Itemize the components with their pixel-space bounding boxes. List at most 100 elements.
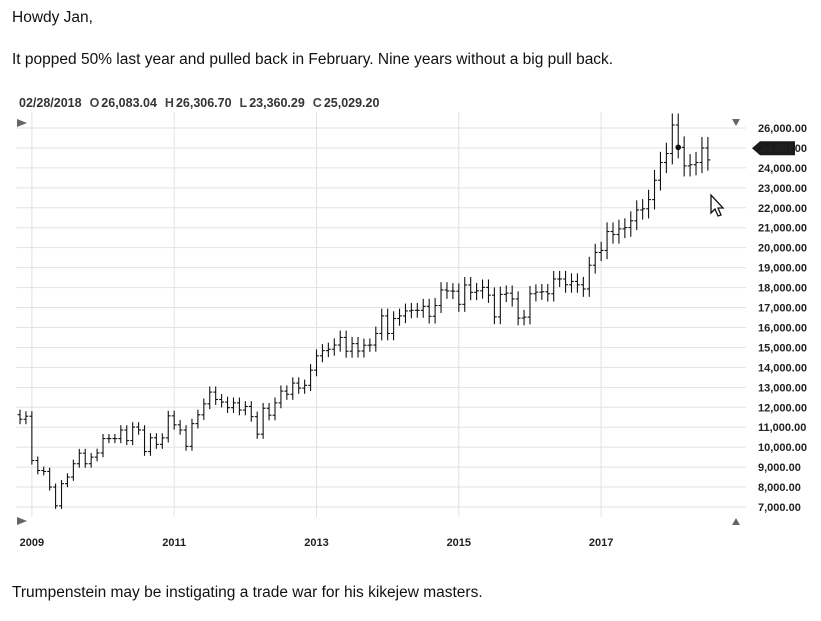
ohlc-bar bbox=[486, 279, 491, 303]
ohlc-bar bbox=[242, 401, 248, 416]
ohlc-bar bbox=[658, 151, 663, 191]
ohlc-bar bbox=[171, 410, 177, 430]
ohlc-bar bbox=[35, 456, 41, 475]
ohlc-bar bbox=[142, 425, 147, 456]
x-tick-label: 2017 bbox=[589, 537, 613, 549]
ohlc-bar bbox=[610, 222, 616, 244]
x-tick-label: 2009 bbox=[20, 537, 44, 549]
ohlc-bar bbox=[598, 241, 604, 262]
ohlc-bar bbox=[575, 273, 580, 293]
ohlc-bar bbox=[337, 330, 343, 352]
ohlc-bar bbox=[527, 285, 533, 325]
ohlc-bar bbox=[165, 410, 171, 443]
ohlc-bar bbox=[373, 326, 379, 352]
ohlc-bar bbox=[248, 401, 254, 422]
ohlc-bar bbox=[444, 282, 450, 299]
ohlc-bar bbox=[539, 283, 545, 300]
ohlc-bar bbox=[468, 277, 474, 301]
y-tick-label: 22,000.00 bbox=[758, 203, 807, 215]
ohlc-bar bbox=[290, 377, 296, 400]
ohlc-bar bbox=[284, 385, 290, 400]
ohlc-bar bbox=[687, 154, 693, 177]
ohlc-bar bbox=[408, 302, 414, 319]
scroll-left-bottom-arrow[interactable] bbox=[17, 517, 27, 525]
ohlc-bar bbox=[296, 377, 302, 394]
ohlc-bar bbox=[195, 409, 201, 429]
high-key: H bbox=[164, 96, 174, 110]
x-tick-label: 2011 bbox=[162, 537, 186, 549]
ohlc-bar bbox=[100, 434, 106, 458]
y-tick-label: 19,000.00 bbox=[758, 263, 807, 275]
ohlc-bar bbox=[515, 291, 521, 326]
ohlc-bar bbox=[385, 308, 391, 341]
ohlc-bar bbox=[148, 433, 153, 456]
ohlc-date: 02/28/2018 bbox=[19, 96, 82, 110]
last-price-label: 24,987 bbox=[760, 143, 794, 155]
ohlc-bar bbox=[343, 330, 349, 358]
x-tick-label: 2015 bbox=[447, 537, 471, 549]
ohlc-bar bbox=[177, 419, 183, 435]
ohlc-bar bbox=[509, 285, 515, 307]
ohlc-bar bbox=[76, 448, 82, 468]
y-tick-label: 8,000.00 bbox=[758, 482, 801, 494]
ohlc-bar bbox=[65, 473, 70, 488]
ohlc-bar bbox=[308, 364, 313, 392]
ohlc-chart[interactable]: 26,000.0025,000.0024,000.0023,000.0022,0… bbox=[0, 112, 821, 552]
ohlc-bar bbox=[616, 219, 622, 244]
close-value: 25,029.20 bbox=[323, 96, 380, 110]
ohlc-bar bbox=[159, 433, 165, 449]
ohlc-bar bbox=[646, 189, 651, 219]
ohlc-bar bbox=[118, 425, 124, 444]
ohlc-bar bbox=[213, 386, 219, 405]
y-tick-label: 12,000.00 bbox=[758, 402, 807, 414]
ohlc-bar bbox=[136, 422, 141, 435]
chart-bars bbox=[17, 113, 711, 509]
ohlc-bar bbox=[681, 136, 687, 177]
ohlc-bar bbox=[325, 342, 331, 358]
ohlc-bar bbox=[201, 398, 207, 420]
ohlc-bar bbox=[225, 396, 230, 413]
ohlc-bar bbox=[675, 113, 681, 159]
scroll-left-top-arrow[interactable] bbox=[17, 119, 27, 127]
ohlc-bar bbox=[456, 283, 462, 312]
ohlc-bar bbox=[94, 448, 100, 462]
ohlc-bar bbox=[302, 379, 308, 394]
ohlc-bar bbox=[379, 308, 385, 341]
low-value: 23,360.29 bbox=[249, 96, 305, 110]
ohlc-bar bbox=[628, 211, 634, 237]
ohlc-bar bbox=[563, 270, 568, 293]
crosshair-dot bbox=[675, 144, 682, 151]
y-tick-label: 7,000.00 bbox=[758, 502, 801, 514]
ohlc-bar bbox=[272, 397, 278, 421]
ohlc-bar bbox=[569, 273, 574, 293]
ohlc-readout: 02/28/2018 O 26,083.04 H 26,306.70 L 23,360.29… bbox=[19, 96, 387, 110]
ohlc-bar bbox=[153, 433, 159, 449]
ohlc-bar bbox=[397, 308, 402, 326]
ohlc-bar bbox=[586, 256, 592, 297]
scale-down-arrow[interactable] bbox=[732, 119, 740, 126]
y-tick-label: 21,000.00 bbox=[758, 223, 807, 235]
ohlc-bar bbox=[231, 397, 236, 413]
ohlc-bar bbox=[361, 338, 367, 358]
scale-up-arrow[interactable] bbox=[732, 518, 740, 525]
ohlc-bar bbox=[414, 302, 420, 318]
close-key: C bbox=[312, 96, 322, 110]
last-price-badge-shape bbox=[752, 141, 795, 156]
ohlc-bar bbox=[403, 303, 408, 324]
ohlc-bar bbox=[533, 284, 539, 302]
ohlc-bar bbox=[480, 279, 485, 299]
ohlc-bar bbox=[640, 199, 646, 220]
ohlc-bar bbox=[426, 298, 432, 324]
ohlc-bar bbox=[545, 283, 551, 302]
y-tick-label: 9,000.00 bbox=[758, 462, 801, 474]
ohlc-bar bbox=[367, 338, 373, 352]
open-key: O bbox=[89, 96, 100, 110]
ohlc-bar bbox=[207, 386, 213, 410]
y-tick-label: 11,000.00 bbox=[758, 422, 806, 434]
ohlc-bar bbox=[331, 338, 337, 356]
ohlc-bar bbox=[82, 448, 88, 468]
ohlc-bar bbox=[503, 285, 509, 303]
ohlc-bar bbox=[420, 298, 426, 318]
ohlc-bar bbox=[70, 459, 76, 481]
ohlc-bar bbox=[254, 411, 260, 439]
